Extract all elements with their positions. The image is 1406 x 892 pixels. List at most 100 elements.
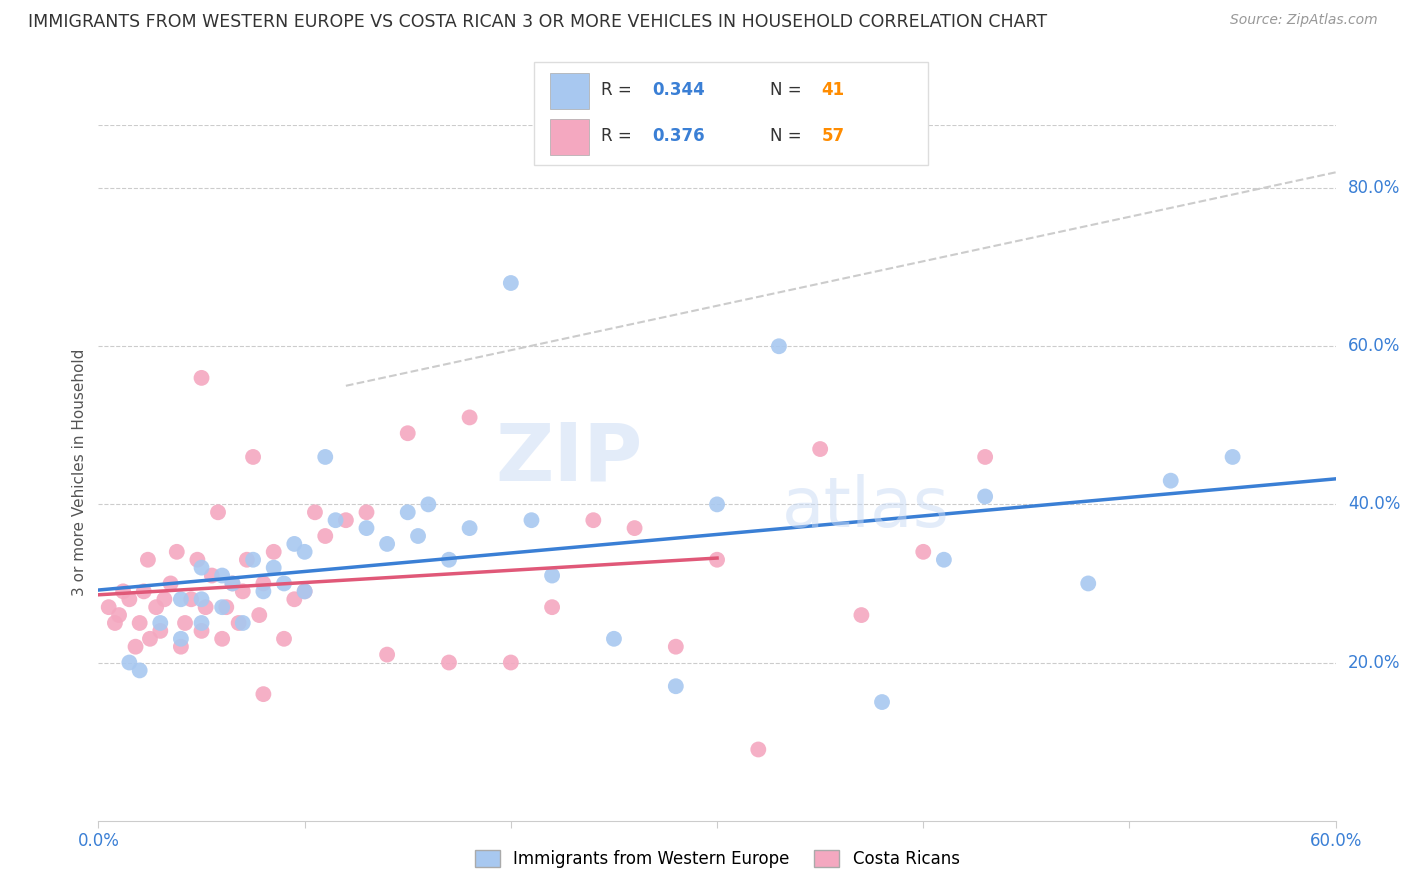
- Point: [437, 656, 460, 670]
- FancyBboxPatch shape: [534, 62, 928, 165]
- Point: [396, 505, 419, 519]
- Point: [314, 529, 336, 543]
- Point: [706, 497, 728, 511]
- Point: [190, 624, 212, 638]
- Point: [153, 592, 176, 607]
- Y-axis label: 3 or more Vehicles in Household: 3 or more Vehicles in Household: [72, 349, 87, 597]
- Point: [190, 615, 212, 630]
- Point: [132, 584, 155, 599]
- Text: 0.344: 0.344: [652, 81, 706, 99]
- Point: [851, 608, 873, 623]
- Text: IMMIGRANTS FROM WESTERN EUROPE VS COSTA RICAN 3 OR MORE VEHICLES IN HOUSEHOLD CO: IMMIGRANTS FROM WESTERN EUROPE VS COSTA …: [28, 13, 1047, 31]
- Point: [118, 592, 141, 607]
- Text: 20.0%: 20.0%: [1348, 654, 1400, 672]
- Point: [124, 640, 146, 654]
- Point: [932, 552, 955, 567]
- Point: [228, 615, 250, 630]
- Point: [174, 615, 197, 630]
- Point: [1160, 474, 1182, 488]
- Point: [232, 584, 254, 599]
- Point: [294, 584, 316, 599]
- Point: [232, 615, 254, 630]
- Point: [170, 640, 193, 654]
- Point: [139, 632, 162, 646]
- Point: [458, 521, 481, 535]
- Point: [273, 632, 295, 646]
- Legend: Immigrants from Western Europe, Costa Ricans: Immigrants from Western Europe, Costa Ri…: [468, 844, 966, 875]
- Point: [170, 632, 193, 646]
- Point: [582, 513, 605, 527]
- Point: [108, 608, 131, 623]
- Point: [104, 615, 127, 630]
- Point: [149, 624, 172, 638]
- Point: [706, 552, 728, 567]
- Text: R =: R =: [602, 128, 637, 145]
- Point: [236, 552, 259, 567]
- Point: [974, 450, 997, 464]
- Point: [870, 695, 893, 709]
- Text: Source: ZipAtlas.com: Source: ZipAtlas.com: [1230, 13, 1378, 28]
- Point: [221, 576, 243, 591]
- Point: [190, 371, 212, 385]
- Point: [247, 608, 270, 623]
- Point: [499, 656, 522, 670]
- Point: [974, 490, 997, 504]
- Point: [375, 648, 398, 662]
- Point: [603, 632, 626, 646]
- Point: [242, 552, 264, 567]
- Point: [128, 664, 150, 678]
- Point: [623, 521, 645, 535]
- Point: [1077, 576, 1099, 591]
- Point: [159, 576, 181, 591]
- Point: [149, 615, 172, 630]
- Point: [541, 568, 564, 582]
- Point: [215, 600, 238, 615]
- Point: [186, 552, 208, 567]
- Point: [912, 545, 935, 559]
- Point: [211, 600, 233, 615]
- Point: [273, 576, 295, 591]
- Point: [520, 513, 543, 527]
- Point: [263, 560, 285, 574]
- Point: [263, 545, 285, 559]
- Point: [375, 537, 398, 551]
- Point: [294, 584, 316, 599]
- Point: [356, 505, 378, 519]
- Point: [252, 687, 274, 701]
- Point: [190, 592, 212, 607]
- Point: [499, 276, 522, 290]
- Text: 60.0%: 60.0%: [1348, 337, 1400, 355]
- Text: 40.0%: 40.0%: [1348, 495, 1400, 514]
- Text: R =: R =: [602, 81, 637, 99]
- Point: [145, 600, 167, 615]
- Point: [437, 552, 460, 567]
- Point: [118, 656, 141, 670]
- Point: [665, 640, 688, 654]
- Text: 80.0%: 80.0%: [1348, 179, 1400, 197]
- Text: 0.376: 0.376: [652, 128, 704, 145]
- Bar: [550, 73, 589, 109]
- Text: atlas: atlas: [782, 474, 949, 541]
- Point: [325, 513, 347, 527]
- Point: [166, 545, 188, 559]
- Point: [665, 679, 688, 693]
- Point: [768, 339, 790, 353]
- Point: [207, 505, 229, 519]
- Point: [1222, 450, 1244, 464]
- Bar: [550, 119, 589, 155]
- Text: N =: N =: [770, 81, 807, 99]
- Point: [418, 497, 440, 511]
- Point: [180, 592, 202, 607]
- Point: [211, 568, 233, 582]
- Point: [211, 632, 233, 646]
- Text: 57: 57: [821, 128, 845, 145]
- Point: [128, 615, 150, 630]
- Point: [242, 450, 264, 464]
- Text: 41: 41: [821, 81, 845, 99]
- Point: [396, 426, 419, 441]
- Point: [458, 410, 481, 425]
- Point: [541, 600, 564, 615]
- Point: [97, 600, 120, 615]
- Text: ZIP: ZIP: [495, 420, 643, 498]
- Point: [136, 552, 159, 567]
